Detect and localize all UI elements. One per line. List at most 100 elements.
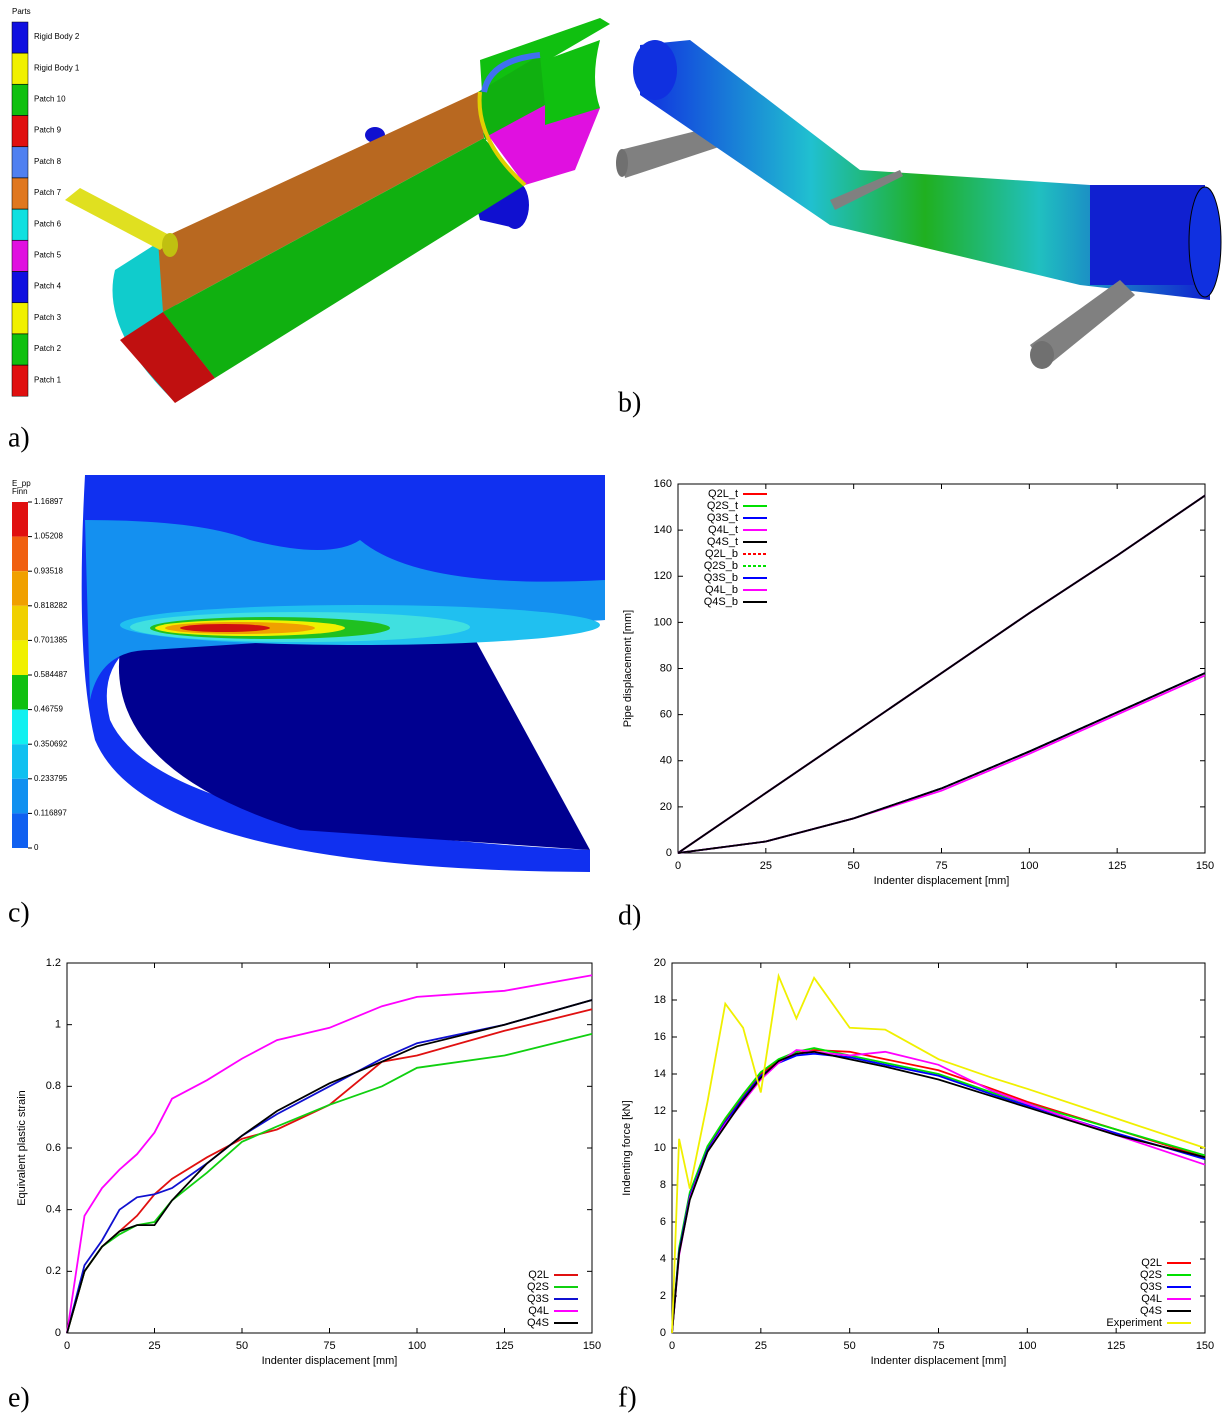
legend-label: Q2S [527, 1281, 549, 1293]
series-line [66, 974, 593, 1334]
y-tick-label: 0 [666, 847, 672, 859]
colorbar-label: 0.233795 [34, 774, 68, 783]
legend-label: Q4S [527, 1317, 549, 1329]
y-tick-label: 40 [660, 755, 672, 767]
legend-label: Patch 8 [34, 157, 62, 166]
x-tick-label: 0 [669, 1340, 675, 1352]
y-tick-label: 0 [55, 1327, 61, 1339]
y-tick-label: 0 [660, 1327, 666, 1339]
legend-swatch [11, 146, 29, 179]
series-line [671, 1052, 1206, 1334]
legend-label: Q2L_t [708, 488, 738, 500]
series-line [66, 1008, 593, 1334]
y-tick-label: 18 [654, 994, 666, 1006]
colorbar-label: 1.05208 [34, 532, 63, 541]
series-line [671, 972, 1206, 1334]
legend-label: Patch 10 [34, 95, 66, 104]
panel-label: e) [8, 1382, 30, 1413]
colorbar-band [12, 640, 28, 675]
legend-swatch [11, 21, 29, 54]
colorbar-title: E_pp [12, 479, 31, 488]
colorbar-band [12, 571, 28, 606]
y-tick-label: 20 [654, 957, 666, 969]
y-tick-label: 160 [654, 478, 672, 490]
y-tick-label: 10 [654, 1142, 666, 1154]
colorbar-label: 1.16897 [34, 497, 63, 506]
x-tick-label: 25 [755, 1340, 767, 1352]
colorbar-label: 0 [34, 843, 39, 852]
legend-title: Parts [12, 7, 31, 16]
x-tick-label: 75 [323, 1340, 335, 1352]
legend-swatch [11, 240, 29, 272]
colorbar-subtitle: Finn [12, 487, 28, 496]
legend-label: Q2L [1141, 1257, 1162, 1269]
legend-swatch [11, 333, 29, 366]
x-axis-label: Indenter displacement [mm] [262, 1355, 398, 1367]
x-axis-label: Indenter displacement [mm] [871, 1355, 1007, 1367]
render-b [616, 40, 1222, 369]
legend-label: Q3S [1140, 1281, 1162, 1293]
series-line [677, 672, 1206, 854]
y-tick-label: 100 [654, 616, 672, 628]
legend-label: Q4L_t [708, 524, 738, 536]
y-tick-label: 60 [660, 709, 672, 721]
legend-label: Q4S_b [704, 596, 738, 608]
legend-swatch [11, 208, 29, 241]
legend-label: Q3S_b [704, 572, 738, 584]
legend-label: Q4S_t [707, 536, 738, 548]
legend-label: Q3S_t [707, 512, 738, 524]
y-tick-label: 80 [660, 662, 672, 674]
series-line [671, 1049, 1206, 1334]
y-tick-label: 1.2 [46, 957, 61, 969]
legend-label: Q2S [1140, 1269, 1162, 1281]
colorbar-label: 0.584487 [34, 670, 68, 679]
legend-label: Patch 6 [34, 219, 62, 228]
legend-swatch [11, 302, 29, 335]
x-tick-label: 0 [675, 860, 681, 872]
colorbar-label: 0.116897 [34, 809, 67, 818]
y-tick-label: 0.6 [46, 1142, 61, 1154]
y-tick-label: 6 [660, 1216, 666, 1228]
colorbar-band [12, 744, 28, 779]
x-tick-label: 100 [408, 1340, 426, 1352]
colorbar-band [12, 813, 28, 848]
plot-frame [671, 962, 1206, 1334]
y-tick-label: 0.8 [46, 1080, 61, 1092]
x-tick-label: 25 [760, 860, 772, 872]
x-tick-label: 125 [1107, 1340, 1125, 1352]
legend-label: Q4S [1140, 1305, 1162, 1317]
series-line [677, 674, 1206, 854]
colorbar-band [12, 675, 28, 710]
x-tick-label: 150 [583, 1340, 601, 1352]
legend-swatch [11, 364, 29, 397]
series-line [677, 672, 1206, 854]
panel-label: c) [8, 897, 30, 928]
y-tick-label: 2 [660, 1290, 666, 1302]
legend-label: Experiment [1106, 1317, 1162, 1329]
series-line [66, 999, 593, 1334]
legend-label: Patch 3 [34, 313, 62, 322]
panel-label: b) [618, 387, 641, 418]
colorbar-label: 0.818282 [34, 601, 68, 610]
legend-swatch [11, 115, 29, 147]
legend-label: Q2L_b [705, 548, 738, 560]
x-tick-label: 50 [844, 1340, 856, 1352]
x-tick-label: 0 [64, 1340, 70, 1352]
x-tick-label: 100 [1018, 1340, 1036, 1352]
series-line [66, 999, 593, 1334]
colorbar-label: 0.93518 [34, 566, 63, 575]
y-tick-label: 14 [654, 1068, 666, 1080]
legend-label: Patch 7 [34, 188, 62, 197]
panel-label: d) [618, 900, 641, 931]
legend-swatch [11, 52, 29, 85]
y-axis-label: Indenting force [kN] [621, 1100, 633, 1195]
legend-label: Q2L [528, 1269, 549, 1281]
legend-swatch [11, 177, 29, 210]
x-tick-label: 50 [848, 860, 860, 872]
legend-label: Q4L [528, 1305, 549, 1317]
colorbar-band [12, 778, 28, 814]
y-axis-label: Equivalent plastic strain [16, 1090, 28, 1206]
legend-label: Q3S [527, 1293, 549, 1305]
panel-label: a) [8, 422, 30, 453]
